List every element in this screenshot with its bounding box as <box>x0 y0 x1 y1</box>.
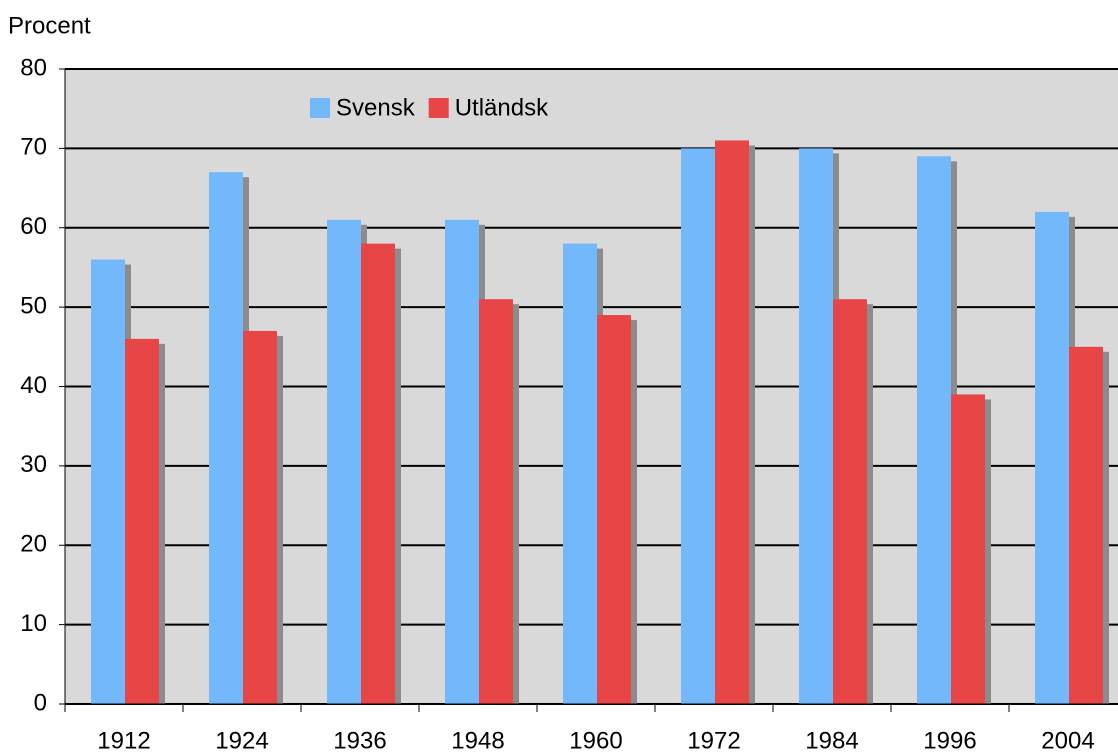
legend-swatch <box>310 98 330 118</box>
x-tick-label: 2004 <box>1041 727 1094 753</box>
y-tick-label: 50 <box>20 292 47 319</box>
y-tick-label: 40 <box>20 372 47 399</box>
x-tick-label: 1984 <box>805 727 858 753</box>
bar <box>327 219 361 704</box>
bar <box>833 299 867 704</box>
x-tick-label: 1972 <box>687 727 740 753</box>
bar <box>243 330 277 704</box>
y-tick-label: 0 <box>34 689 47 716</box>
bar <box>125 338 159 704</box>
bar <box>479 299 513 704</box>
y-axis-label: Procent <box>8 12 91 39</box>
x-tick-label: 1936 <box>333 727 386 753</box>
bar <box>209 172 243 704</box>
bar <box>1035 211 1069 704</box>
y-tick-label: 80 <box>20 54 47 81</box>
bar <box>917 156 951 704</box>
y-tick-label: 20 <box>20 531 47 558</box>
bar <box>799 148 833 704</box>
legend-label: Utländsk <box>455 94 549 121</box>
bar <box>445 219 479 704</box>
legend-swatch <box>428 98 449 118</box>
x-tick-label: 1996 <box>923 727 976 753</box>
x-tick-label: 1912 <box>97 727 150 753</box>
bar <box>951 394 985 704</box>
y-tick-label: 30 <box>20 451 47 478</box>
x-tick-label: 1924 <box>215 727 268 753</box>
bar <box>91 259 125 704</box>
x-tick-label: 1960 <box>569 727 622 753</box>
y-tick-label: 70 <box>20 134 47 161</box>
legend-label: Svensk <box>336 94 416 121</box>
x-tick-label: 1948 <box>451 727 504 753</box>
bar <box>563 243 597 704</box>
bar <box>597 315 631 704</box>
bar <box>681 148 715 704</box>
bar <box>1069 346 1103 704</box>
y-tick-label: 60 <box>20 213 47 240</box>
bar <box>715 140 749 704</box>
bar <box>361 243 395 704</box>
y-tick-label: 10 <box>20 610 47 637</box>
